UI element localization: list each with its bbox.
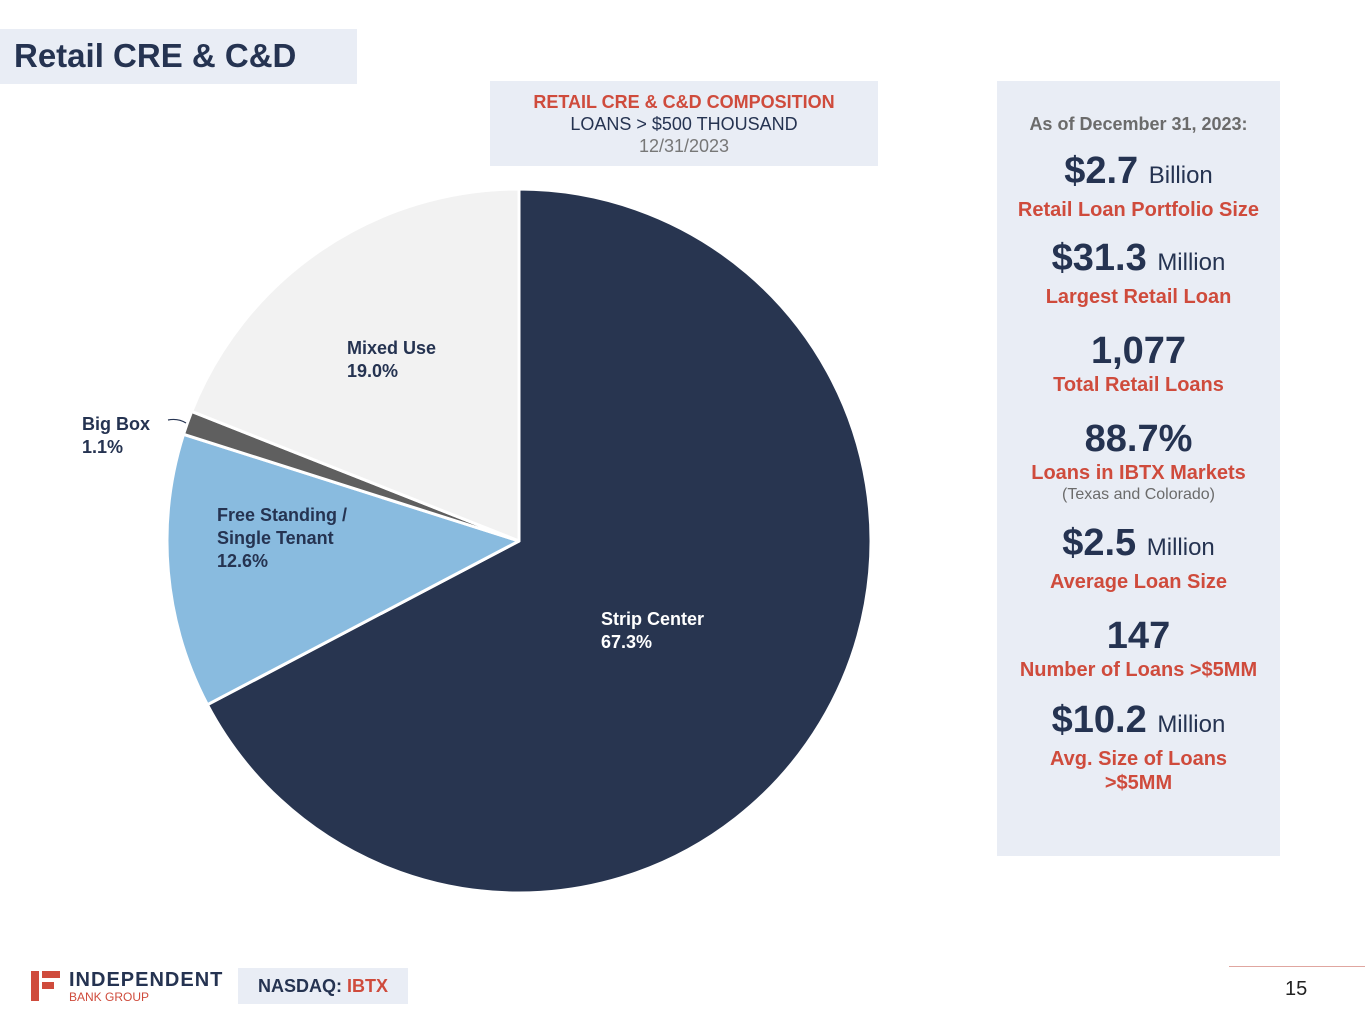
label-big-box: Big Box 1.1%: [82, 414, 151, 457]
stat-average-loan: $2.5 Million Average Loan Size: [1049, 522, 1228, 593]
stat-avg-size-over-5mm: $10.2 Million Avg. Size of Loans >$5MM: [1049, 699, 1228, 794]
nasdaq-badge: NASDAQ: IBTX: [238, 968, 408, 1004]
page-title: Retail CRE & C&D: [14, 37, 297, 74]
logo-mark-icon: [31, 971, 60, 1001]
stat-largest-loan: $31.3 Million Largest Retail Loan: [1045, 237, 1232, 308]
nasdaq-label: NASDAQ:: [257, 975, 342, 996]
as-of-date: As of December 31, 2023:: [1029, 114, 1248, 134]
stats-panel: As of December 31, 2023: $2.7 Billion Re…: [997, 81, 1280, 856]
stat-ibtx-markets: 88.7% Loans in IBTX Markets (Texas and C…: [1031, 418, 1246, 503]
title-banner: Retail CRE & C&D: [0, 29, 357, 84]
page-number-divider: [1229, 966, 1365, 967]
label-mixed-use: Mixed Use 19.0%: [347, 338, 437, 381]
ticker-symbol: IBTX: [346, 975, 388, 996]
chart-date: 12/31/2023: [638, 136, 730, 156]
pie-chart: [165, 187, 873, 895]
chart-header: RETAIL CRE & C&D COMPOSITION LOANS > $50…: [490, 81, 878, 166]
stat-portfolio-size: $2.7 Billion Retail Loan Portfolio Size: [1017, 150, 1260, 221]
pie-slice-strip-center: [205, 187, 873, 895]
pie-slice-mixed-use: [190, 187, 521, 543]
page-number: 15: [1285, 978, 1308, 1000]
logo-text-primary: INDEPENDENT: [69, 969, 224, 991]
big-box-leader-line: [167, 418, 187, 424]
stat-loans-over-5mm: 147 Number of Loans >$5MM: [1019, 615, 1258, 681]
stat-total-loans: 1,077 Total Retail Loans: [1053, 330, 1224, 396]
chart-subtitle: LOANS > $500 THOUSAND: [570, 114, 798, 134]
label-strip-center: Strip Center 67.3%: [601, 609, 705, 652]
pie-slice-free-standing: [165, 432, 521, 707]
label-free-standing: Free Standing / Single Tenant 12.6%: [217, 505, 348, 571]
logo-text-secondary: BANK GROUP: [69, 990, 150, 1004]
chart-title: RETAIL CRE & C&D COMPOSITION: [533, 92, 835, 112]
company-logo: INDEPENDENT BANK GROUP: [31, 969, 231, 1004]
